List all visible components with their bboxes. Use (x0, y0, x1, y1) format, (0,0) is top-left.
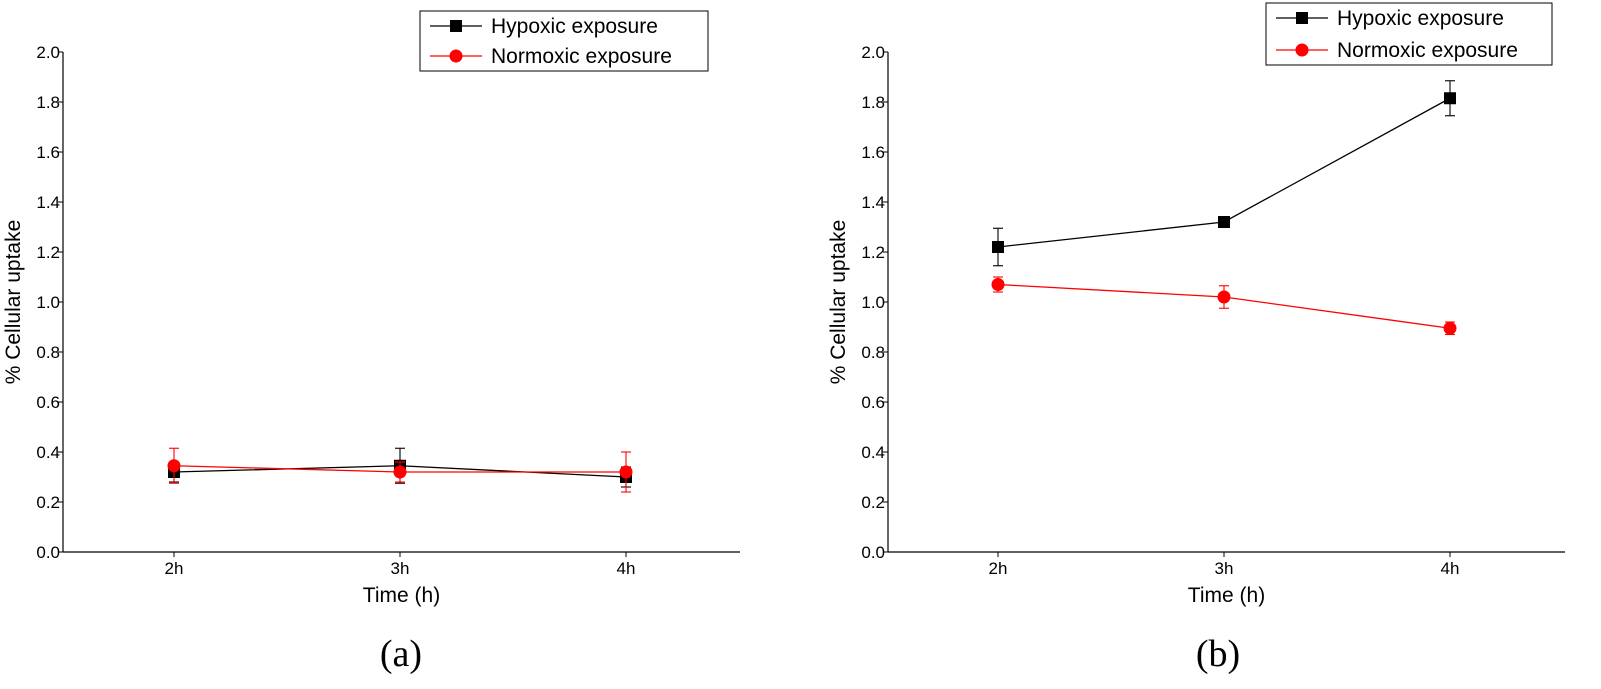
chart-panel-a: 0.0 0.2 0.4 0.6 0.8 1.0 1.2 1.4 1.6 1.8 2.0 2h 3h 4h T… (2, 10, 740, 675)
legend-label: Normoxic exposure (491, 45, 672, 68)
legend-label: Normoxic exposure (1337, 39, 1518, 62)
legend-marker (1295, 43, 1309, 57)
legend-label: Hypoxic exposure (1337, 7, 1504, 30)
legend: Hypoxic exposure Normoxic exposure (419, 10, 709, 72)
y-tick-label: 1.0 (861, 293, 885, 312)
y-tick-label: 0.4 (36, 443, 60, 462)
legend-box (1265, 2, 1553, 66)
data-point (393, 465, 407, 479)
y-tick-label: 1.2 (861, 243, 885, 262)
data-point (1218, 216, 1230, 228)
y-tick-label: 1.8 (861, 93, 885, 112)
x-tick-label: 2h (165, 559, 184, 578)
data-point (1444, 92, 1456, 105)
y-tick-label: 0.8 (861, 343, 885, 362)
y-tick-label: 2.0 (36, 43, 60, 62)
y-tick-label: 0.8 (36, 343, 60, 362)
series-normoxic-exposure (167, 447, 633, 493)
y-tick-label: 1.6 (36, 143, 60, 162)
series-hypoxic-exposure (992, 80, 1456, 267)
legend-marker (449, 49, 463, 63)
y-tick-label: 1.8 (36, 93, 60, 112)
x-tick-label: 4h (617, 559, 636, 578)
chart-panel-b: 0.0 0.2 0.4 0.6 0.8 1.0 1.2 1.4 1.6 1.8 2.0 2h 3h 4h T… (827, 2, 1565, 675)
legend-marker (1296, 12, 1308, 24)
x-axis-title: Time (h) (363, 584, 440, 607)
data-point (991, 278, 1005, 291)
y-tick-label: 1.6 (861, 143, 885, 162)
y-tick-label: 1.4 (36, 193, 60, 212)
data-point (167, 459, 181, 473)
x-tick-label: 3h (391, 559, 410, 578)
data-point (992, 241, 1004, 253)
y-tick-label: 0.6 (36, 393, 60, 412)
y-tick-label: 0.0 (36, 543, 60, 562)
legend-box (419, 10, 709, 72)
panel-label: (a) (380, 633, 422, 675)
y-tick-label: 2.0 (861, 43, 885, 62)
x-tick-label: 3h (1215, 559, 1234, 578)
y-tick-label: 1.0 (36, 293, 60, 312)
y-tick-label: 0.2 (36, 493, 60, 512)
x-tick-label: 2h (989, 559, 1008, 578)
legend: Hypoxic exposure Normoxic exposure (1265, 2, 1553, 66)
y-tick-label: 1.2 (36, 243, 60, 262)
legend-marker (450, 20, 462, 32)
data-point (1443, 321, 1457, 335)
y-axis-title: % Cellular uptake (827, 220, 850, 385)
y-axis-title: % Cellular uptake (2, 220, 25, 385)
legend-label: Hypoxic exposure (491, 15, 658, 38)
panel-label: (b) (1196, 633, 1240, 675)
data-point (619, 465, 633, 479)
x-axis-title: Time (h) (1188, 584, 1265, 607)
data-point (1217, 290, 1231, 304)
y-tick-label: 0.2 (861, 493, 885, 512)
y-tick-label: 0.0 (861, 543, 885, 562)
x-tick-label: 4h (1441, 559, 1460, 578)
series-normoxic-exposure (991, 276, 1457, 336)
y-tick-label: 0.6 (861, 393, 885, 412)
y-tick-label: 0.4 (861, 443, 885, 462)
y-tick-label: 1.4 (861, 193, 885, 212)
